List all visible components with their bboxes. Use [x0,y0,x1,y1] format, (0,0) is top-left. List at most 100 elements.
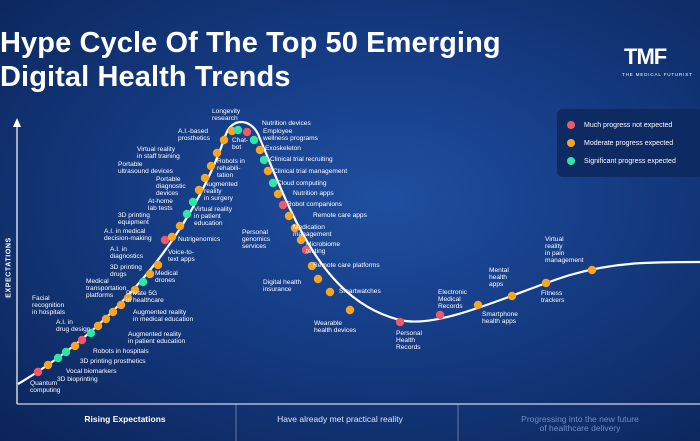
trend-label: Clinical trial recruiting [270,156,333,163]
trend-label: Fitness trackers [541,290,565,304]
trend-marker-yellow [325,287,335,297]
trend-marker-yellow [541,278,551,288]
trend-marker-red [77,335,87,345]
trend-label: Medical drones [155,270,178,284]
trend-marker-yellow [206,161,216,171]
trend-marker-green [53,353,63,363]
trend-marker-yellow [130,285,140,295]
trend-marker-red [242,127,252,137]
trend-marker-red [160,235,170,245]
trend-label: 3D printing equipment [118,212,150,226]
trend-label: Chat- bot [232,137,249,151]
trend-label: Remote care platforms [313,262,380,269]
trend-marker-yellow [167,232,177,242]
trend-marker-green [259,155,269,165]
green-dot-icon [567,157,575,165]
trend-marker-yellow [290,223,300,233]
trend-marker-yellow [101,314,111,324]
trend-label: Mental health apps [489,267,509,288]
trend-marker-yellow [194,185,204,195]
trend-label: Private 5G in healthcare [126,290,164,304]
trend-marker-green [268,178,278,188]
legend-item-moderate-progress-expected: Moderate progress expected [567,135,673,151]
trend-label: Vocal biomarkers [66,368,117,375]
trend-label: Microbiome testing [306,241,341,255]
trend-label: Longevity research [212,108,241,122]
trend-label: Smartwatches [339,288,381,295]
trend-marker-yellow [108,307,118,317]
trend-label: A.I. in medical decision-making [104,228,152,242]
trend-label: Clinical trial management [273,168,348,175]
trend-marker-red [33,367,43,377]
logo-mark: TMF [624,44,667,69]
trend-label: 3D printing prosthetics [80,358,146,365]
trend-marker-yellow [255,145,265,155]
trend-label: Remote care apps [313,212,367,219]
trend-label: Digital health insurance [263,279,302,293]
trend-label: Wearable health devices [314,320,357,334]
trend-marker-green [61,347,71,357]
trend-label: Portable ultrasound devices [118,161,173,175]
y-axis-label: EXPECTATIONS [5,237,13,298]
yellow-dot-icon [567,139,575,147]
trend-marker-yellow [200,173,210,183]
trend-marker-yellow [587,265,597,275]
trend-marker-yellow [284,211,294,221]
trend-label: Nutrigenomics [178,236,221,243]
trend-marker-yellow [153,260,163,270]
trend-label: Robots in rehabili- tation [217,158,245,179]
trend-label: Robot companions [287,201,342,208]
trend-marker-green [138,277,148,287]
trend-label: Exoskeleton [265,145,301,152]
trend-label: Virtual reality in pain management [545,236,584,264]
legend-item-significant-progress-expected: Significant progress expected [567,153,676,169]
trend-label: At-home lab tests [148,198,173,212]
trend-marker-yellow [145,269,155,279]
logo-subtitle: THE MEDICAL FUTURIST [622,72,693,77]
trend-marker-yellow [507,291,517,301]
trend-label: Portable diagnostic devices [156,176,186,197]
trend-label: 3D printing drugs [110,264,142,278]
trend-label: A.I. in drug design [56,319,91,333]
trend-label: Virtual reality in patient education [194,206,232,227]
trend-marker-yellow [123,293,133,303]
legend-label: Much progress not expected [584,121,673,129]
trend-label: Facial recognition in hospitals [32,295,65,316]
trend-marker-yellow [175,221,185,231]
trend-marker-yellow [116,300,126,310]
trend-marker-yellow [70,341,80,351]
red-dot-icon [567,121,575,129]
trend-marker-yellow [219,135,229,145]
logo: TMF THE MEDICAL FUTURIST [618,44,698,84]
page-title: Hype Cycle Of The Top 50 Emerging Digita… [0,27,501,93]
trend-marker-yellow [43,360,53,370]
trend-label: Augmented reality in patient education [128,331,186,345]
trend-marker-yellow [345,305,355,315]
trend-marker-green [182,209,192,219]
trend-marker-red [278,200,288,210]
trend-marker-yellow [273,189,283,199]
trend-marker-green [233,125,243,135]
trend-label: Robots in hospitals [93,348,149,355]
trend-marker-green [188,197,198,207]
section-met-practical-reality: Have already met practical reality [277,414,403,424]
section-rising-expectations: Rising Expectations [84,414,166,424]
trend-marker-yellow [93,321,103,331]
y-axis-arrow-icon [13,118,21,127]
trend-label: A.I. in diagnostics [110,246,143,260]
legend-item-much-progress-not-expected: Much progress not expected [567,117,672,133]
trend-label: Personal genomics services [242,229,271,250]
trend-label: Cloud computing [277,180,327,187]
trend-marker-red [301,245,311,255]
trend-label: Nutrition devices [262,120,311,127]
legend-label: Moderate progress expected [584,139,674,147]
trend-marker-yellow [473,300,483,310]
trend-label: Virtual reality in staff training [137,146,180,160]
trend-marker-green [249,135,259,145]
trend-label: Augmented reality in medical education [133,309,194,323]
trend-marker-yellow [313,274,323,284]
trend-label: Quantum computing [30,380,61,394]
trend-marker-green [86,328,96,338]
